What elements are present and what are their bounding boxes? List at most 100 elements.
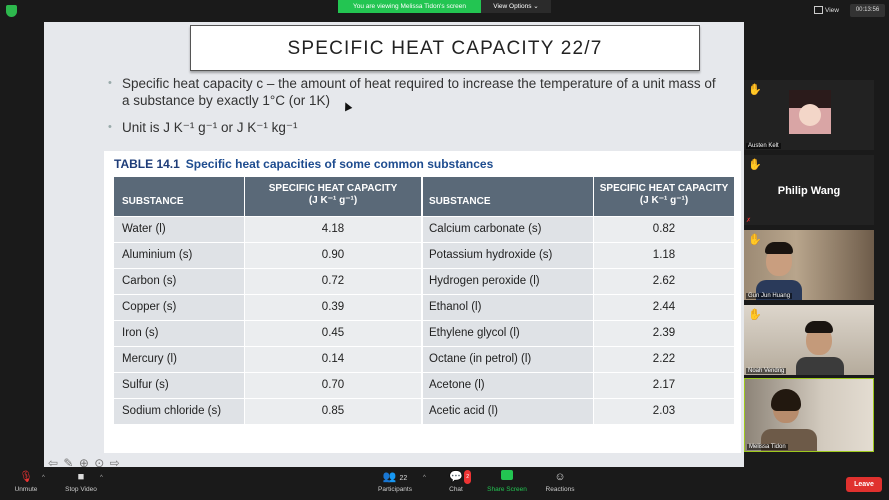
grid-icon [814,6,823,15]
video-tile-melissa[interactable]: Melissa Tidon [744,378,874,452]
header-shc-1: SPECIFIC HEAT CAPACITY (J K⁻¹ g⁻¹) [245,177,421,216]
value-cell: 0.82 [594,217,734,242]
arrow-right-icon[interactable]: ⇨ [109,456,121,470]
substance-cell: Aluminium (s) [114,243,244,268]
substance-cell: Acetic acid (l) [423,399,593,424]
slide-navigation-tools[interactable]: ⇦ ✎ ⊕ ⊙ ⇨ [48,456,121,470]
chat-button[interactable]: 💬 2 Chat [444,470,471,493]
raised-hand-icon: ✋ [748,234,762,246]
shared-screen: SPECIFIC HEAT CAPACITY 22/7 • Specific h… [44,22,744,470]
meeting-timer: 00:13:56 [850,4,885,17]
bullet-definition: • Specific heat capacity c – the amount … [108,75,722,109]
header-shc-line2: (J K⁻¹ g⁻¹) [639,195,689,206]
bullet-unit: • Unit is J K⁻¹ g⁻¹ or J K⁻¹ kg⁻¹ [108,119,298,136]
chat-badge: 2 [464,470,471,484]
video-tile-austen[interactable]: ✋ Austen Kelt [744,80,874,150]
participants-icon: 👥 [382,471,397,483]
unmute-label: Unmute [14,486,38,493]
table-row: Carbon (s) 0.72 Hydrogen peroxide (l) 2.… [114,269,734,295]
video-camera-icon: ■ [77,471,85,483]
view-button[interactable]: View [814,4,846,17]
value-cell: 4.18 [245,217,421,242]
value-cell: 2.39 [594,321,734,346]
muted-mic-icon: ✗ [746,218,752,224]
substance-cell: Ethanol (l) [423,295,593,320]
mic-muted-icon: 🎙 [19,471,33,483]
substance-cell: Potassium hydroxide (s) [423,243,593,268]
value-cell: 0.39 [245,295,421,320]
value-cell: 2.44 [594,295,734,320]
avatar [789,90,831,134]
leave-button[interactable]: Leave [846,477,882,492]
table-row: Copper (s) 0.39 Ethanol (l) 2.44 [114,295,734,321]
raised-hand-icon: ✋ [748,309,762,321]
header-substance-2: SUBSTANCE [423,177,593,216]
table-caption: TABLE 14.1 Specific heat capacities of so… [114,157,493,171]
top-bar: You are viewing Melissa Tidon's screen V… [0,0,889,22]
reactions-button[interactable]: ☺ Reactions [542,470,578,493]
substance-cell: Ethylene glycol (l) [423,321,593,346]
substance-cell: Carbon (s) [114,269,244,294]
bottom-toolbar: 🎙 Unmute ^ ■ Stop Video ^ 👥 22 Participa… [0,467,889,500]
header-shc-line2: (J K⁻¹ g⁻¹) [308,195,358,206]
participants-label: Participants [378,486,412,493]
bullet-dot: • [108,77,112,89]
table-row: Sulfur (s) 0.70 Acetone (l) 2.17 [114,373,734,399]
substance-cell: Calcium carbonate (s) [423,217,593,242]
participants-icon-wrap: 👥 22 [374,470,416,484]
value-cell: 2.22 [594,347,734,372]
stop-video-label: Stop Video [65,486,97,493]
chevron-up-icon[interactable]: ^ [100,475,103,481]
value-cell: 2.62 [594,269,734,294]
participants-count: 22 [399,475,408,482]
slide-title: SPECIFIC HEAT CAPACITY 22/7 [190,25,700,71]
substance-cell: Iron (s) [114,321,244,346]
video-tile-noah[interactable]: ✋ Noah Vendrig [744,305,874,375]
camera-feed [744,230,874,300]
value-cell: 0.90 [245,243,421,268]
chevron-up-icon[interactable]: ^ [42,475,45,481]
participant-name: Melissa Tidon [747,444,788,450]
participant-name: Philip Wang [777,185,841,197]
viewing-banner: You are viewing Melissa Tidon's screen [338,0,481,13]
header-substance-1: SUBSTANCE [114,177,244,216]
share-screen-icon [501,470,513,480]
participant-name: Austen Kelt [746,143,781,149]
table-row: Iron (s) 0.45 Ethylene glycol (l) 2.39 [114,321,734,347]
more-icon[interactable]: ⊙ [94,456,106,470]
value-cell: 2.17 [594,373,734,398]
video-tile-philip[interactable]: ✋ Philip Wang ✗ [744,155,874,225]
raised-hand-icon: ✋ [748,84,762,96]
pen-icon[interactable]: ✎ [63,456,75,470]
header-shc-2: SPECIFIC HEAT CAPACITY (J K⁻¹ g⁻¹) [594,177,734,216]
shield-icon[interactable] [6,5,17,17]
stop-video-button[interactable]: ■ Stop Video [62,470,100,493]
bullet-unit-text: Unit is J K⁻¹ g⁻¹ or J K⁻¹ kg⁻¹ [122,120,298,135]
table-row: Aluminium (s) 0.90 Potassium hydroxide (… [114,243,734,269]
substance-cell: Acetone (l) [423,373,593,398]
value-cell: 0.85 [245,399,421,424]
value-cell: 0.72 [245,269,421,294]
value-cell: 0.14 [245,347,421,372]
unmute-button[interactable]: 🎙 Unmute [10,470,42,493]
view-options-button[interactable]: View Options ⌄ [481,0,551,13]
substance-cell: Sulfur (s) [114,373,244,398]
participants-button[interactable]: 👥 22 Participants [374,470,416,493]
header-shc-line1: SPECIFIC HEAT CAPACITY [599,183,729,194]
zoom-icon[interactable]: ⊕ [78,456,90,470]
chevron-up-icon[interactable]: ^ [423,475,426,481]
table-label: TABLE 14.1 [114,157,180,171]
participant-name: Gun Jun Huang [746,293,793,299]
substance-cell: Sodium chloride (s) [114,399,244,424]
share-screen-label: Share Screen [487,486,527,493]
arrow-left-icon[interactable]: ⇦ [48,456,60,470]
smiley-icon: ☺ [554,471,566,483]
chat-label: Chat [449,486,463,493]
view-options-label: View Options [493,3,532,10]
value-cell: 1.18 [594,243,734,268]
reactions-label: Reactions [545,486,575,493]
share-screen-button[interactable]: Share Screen [484,470,530,493]
video-tile-gun-jun[interactable]: ✋ Gun Jun Huang [744,230,874,300]
value-cell: 2.03 [594,399,734,424]
view-label: View [825,7,839,14]
